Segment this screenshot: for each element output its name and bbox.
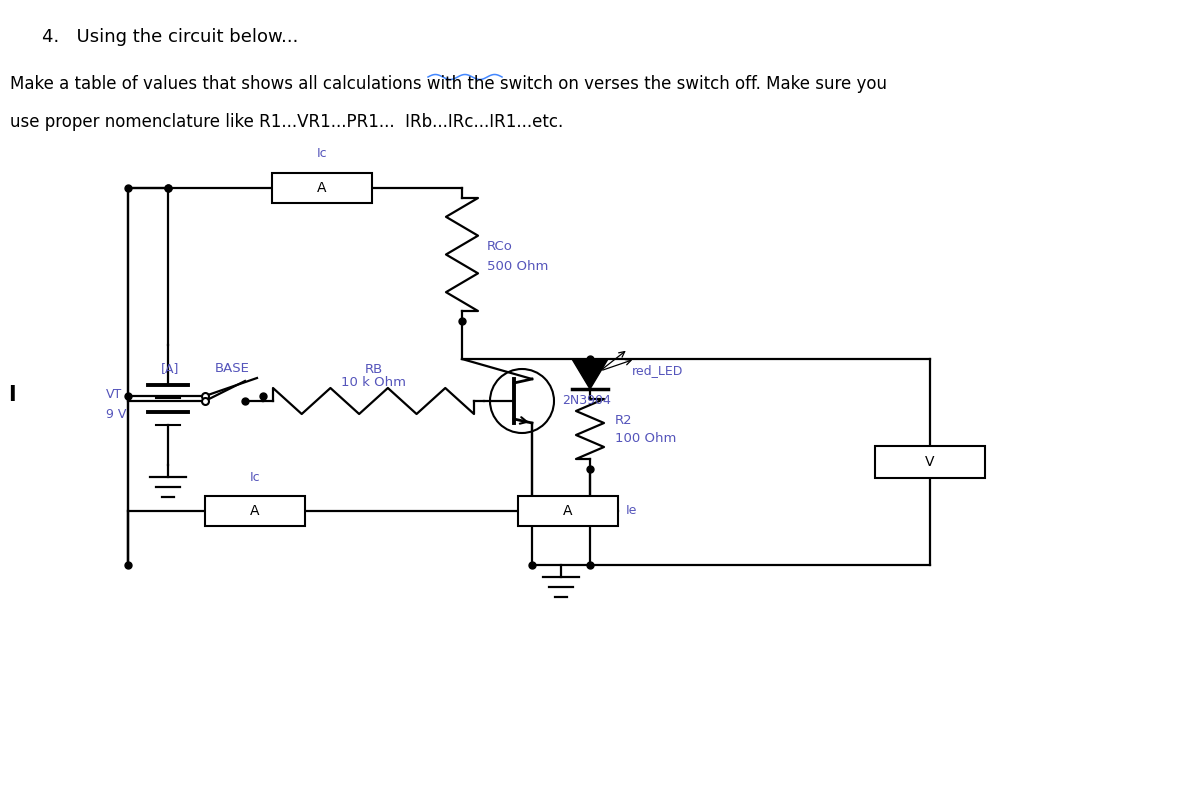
Text: 10 k Ohm: 10 k Ohm — [341, 376, 406, 389]
Text: Ie: Ie — [626, 504, 637, 518]
Bar — [518, 496, 618, 526]
Text: A: A — [563, 504, 572, 518]
Text: BASE: BASE — [215, 362, 250, 376]
Text: A: A — [317, 181, 326, 195]
Text: 2N3904: 2N3904 — [562, 394, 611, 408]
Text: red_LED: red_LED — [632, 365, 683, 377]
Text: Make a table of values that shows all calculations with the switch on verses the: Make a table of values that shows all ca… — [10, 75, 887, 93]
Text: 100 Ohm: 100 Ohm — [616, 432, 677, 446]
Text: RCo: RCo — [487, 240, 512, 253]
Text: R2: R2 — [616, 415, 632, 427]
Text: use proper nomenclature like R1...VR1...PR1...  IRb...IRc...IR1...etc.: use proper nomenclature like R1...VR1...… — [10, 113, 563, 131]
Text: 500 Ohm: 500 Ohm — [487, 260, 548, 273]
Text: 4.   Using the circuit below...: 4. Using the circuit below... — [42, 28, 299, 46]
Text: A: A — [251, 504, 259, 518]
Bar — [272, 173, 372, 203]
Text: VT: VT — [106, 389, 122, 401]
Bar — [875, 446, 985, 478]
Text: RB: RB — [365, 363, 383, 376]
Text: Ic: Ic — [250, 471, 260, 484]
Text: [A]: [A] — [161, 362, 179, 376]
Text: V: V — [925, 455, 935, 469]
Polygon shape — [572, 359, 608, 389]
Text: 9 V: 9 V — [106, 408, 126, 422]
Text: I: I — [8, 385, 16, 405]
Text: Ic: Ic — [317, 147, 328, 160]
Bar — [205, 496, 305, 526]
